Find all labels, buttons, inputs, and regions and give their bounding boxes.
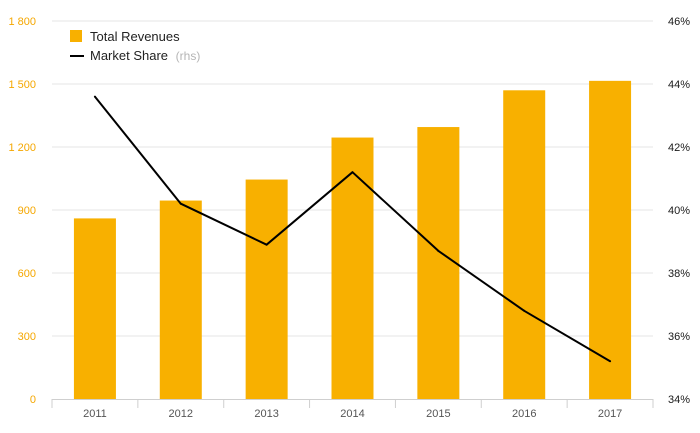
- y-right-tick-label: 46%: [668, 16, 690, 28]
- x-tick-label-2014: 2014: [340, 408, 364, 420]
- market-share-point-2012: [179, 202, 182, 205]
- bar-2015: [417, 127, 460, 400]
- legend-swatch-revenues: [70, 30, 82, 42]
- y-left-tick-label: 600: [18, 268, 36, 280]
- bar-2017: [589, 80, 632, 399]
- legend: Total Revenues Market Share (rhs): [70, 29, 200, 63]
- bar-2016: [503, 90, 546, 400]
- y-axis-left: 0 300 600 900 1 200 1 500 1 800: [8, 16, 36, 406]
- y-left-tick-label: 1 500: [8, 79, 36, 91]
- bar-2012: [159, 200, 202, 399]
- x-tick-label-2017: 2017: [598, 408, 622, 420]
- x-tick-label-2013: 2013: [254, 408, 278, 420]
- y-right-tick-label: 36%: [668, 331, 690, 343]
- line-series: [93, 95, 612, 363]
- y-left-tick-label: 0: [30, 394, 36, 406]
- market-share-point-2016: [523, 309, 526, 312]
- y-axis-right: 34% 36% 38% 40% 42% 44% 46%: [668, 16, 690, 406]
- y-left-tick-label: 900: [18, 205, 36, 217]
- y-right-tick-label: 44%: [668, 79, 690, 91]
- y-right-tick-label: 42%: [668, 142, 690, 154]
- bar-series: [73, 80, 632, 400]
- y-right-tick-label: 34%: [668, 394, 690, 406]
- y-right-tick-label: 38%: [668, 268, 690, 280]
- x-tick-label-2012: 2012: [169, 408, 193, 420]
- x-axis: 2011 2012 2013 2014 2015 2016 2017: [51, 399, 654, 420]
- market-share-point-2013: [265, 243, 268, 246]
- y-right-tick-label: 40%: [668, 205, 690, 217]
- legend-market-share-name: Market Share: [90, 48, 168, 63]
- market-share-point-2015: [437, 249, 440, 252]
- bar-2011: [73, 218, 116, 399]
- market-share-point-2011: [93, 95, 96, 98]
- legend-label-market-share: Market Share (rhs): [90, 48, 200, 63]
- legend-label-revenues: Total Revenues: [90, 29, 180, 44]
- x-tick-label-2011: 2011: [83, 408, 107, 420]
- x-tick-label-2015: 2015: [426, 408, 450, 420]
- market-share-point-2017: [609, 360, 612, 363]
- bar-2013: [245, 179, 288, 399]
- legend-market-share-suffix: (rhs): [176, 49, 201, 63]
- x-tick-label-2016: 2016: [512, 408, 536, 420]
- market-share-point-2014: [351, 171, 354, 174]
- bar-2014: [331, 137, 374, 400]
- y-left-tick-label: 1 200: [8, 142, 36, 154]
- y-left-tick-label: 1 800: [8, 16, 36, 28]
- y-left-tick-label: 300: [18, 331, 36, 343]
